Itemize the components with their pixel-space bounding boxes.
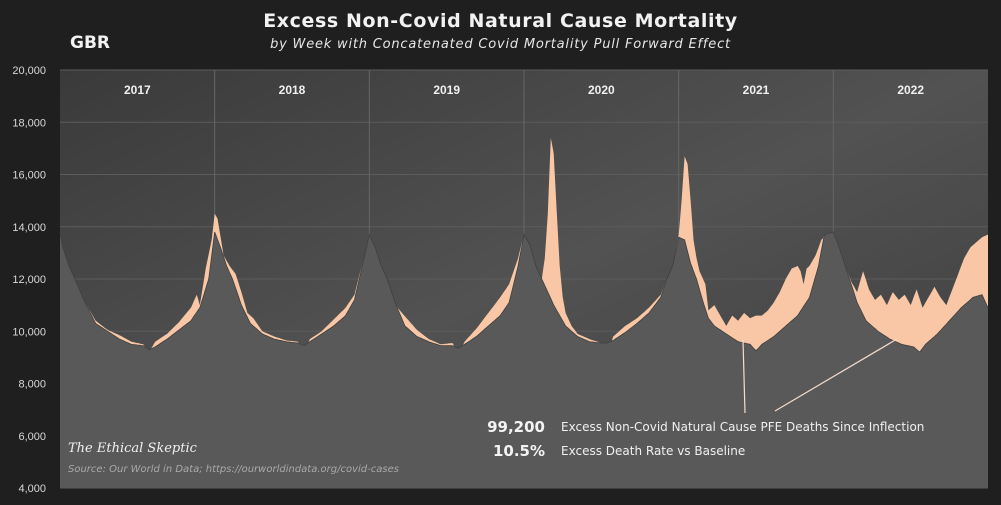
source-note: Source: Our World in Data; https://ourwo… (68, 464, 399, 475)
stat-excess-rate-value: 10.5% (492, 442, 545, 460)
y-axis-tick-labels: 4,000 6,000 8,000 10,000 12,000 14,000 16,000 1… (12, 65, 46, 495)
baseline-area (60, 232, 988, 488)
y-tick-label: 20,000 (12, 65, 46, 77)
y-tick-label: 6,000 (18, 431, 46, 443)
y-tick-label: 4,000 (18, 483, 46, 495)
watermark: The Ethical Skeptic (68, 441, 197, 456)
annotation-leader (742, 339, 746, 414)
year-label: 2019 (433, 83, 460, 97)
year-label: 2020 (588, 83, 615, 97)
year-label: 2022 (897, 83, 924, 97)
year-labels: 2017 2018 2019 2020 2021 2022 (124, 83, 924, 97)
country-label: GBR (70, 33, 111, 53)
stat-excess-deaths-label: Excess Non-Covid Natural Cause PFE Death… (561, 420, 925, 434)
y-tick-label: 18,000 (12, 117, 46, 129)
year-label: 2018 (279, 83, 306, 97)
annotation-lines (742, 338, 898, 414)
y-tick-label: 12,000 (12, 274, 46, 286)
series-layer (59, 137, 989, 488)
y-tick-label: 8,000 (18, 379, 46, 391)
stat-excess-deaths-value: 99,200 (487, 418, 545, 436)
annotation-leader (774, 338, 898, 412)
y-tick-label: 16,000 (12, 170, 46, 182)
year-label: 2017 (124, 83, 151, 97)
year-label: 2021 (743, 83, 770, 97)
baseline-line (59, 231, 989, 353)
stat-excess-rate-label: Excess Death Rate vs Baseline (561, 444, 746, 458)
chart-title: Excess Non-Covid Natural Cause Mortality (263, 10, 738, 32)
y-tick-label: 10,000 (12, 326, 46, 338)
y-tick-label: 14,000 (12, 222, 46, 234)
chart-subtitle: by Week with Concatenated Covid Mortalit… (270, 37, 731, 52)
